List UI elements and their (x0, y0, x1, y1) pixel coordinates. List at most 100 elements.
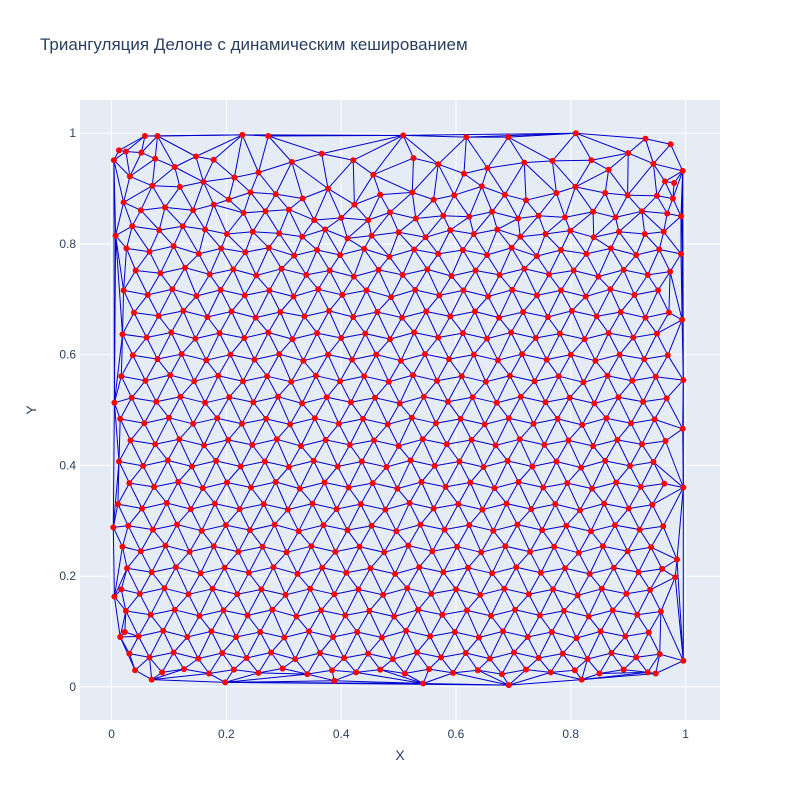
triangulation-edge (349, 444, 363, 462)
triangulation-edge (273, 551, 287, 568)
triangulation-edge (151, 673, 210, 681)
triangulation-edge (388, 360, 402, 383)
triangulation-edge (482, 503, 507, 511)
data-point (178, 351, 185, 358)
triangulation-edge (225, 524, 239, 552)
triangulation-edge (389, 211, 416, 219)
triangulation-edge (580, 445, 594, 468)
triangulation-edge (144, 380, 157, 402)
triangulation-edge (179, 396, 194, 425)
triangulation-edge (150, 614, 164, 632)
triangulation-edge (131, 397, 145, 424)
data-point (463, 607, 470, 614)
triangulation-edge (593, 217, 616, 238)
triangulation-edge (360, 482, 374, 505)
triangulation-edge (171, 332, 196, 340)
data-point (544, 314, 551, 320)
triangulation-edge (128, 636, 139, 654)
data-point (579, 421, 586, 428)
data-point (408, 414, 415, 421)
triangulation-edge (151, 166, 176, 187)
data-point (625, 505, 632, 512)
triangulation-edge (372, 174, 381, 195)
triangulation-edge (425, 295, 440, 312)
triangulation-edge (151, 545, 166, 573)
triangulation-edge (592, 211, 595, 238)
data-point (276, 230, 283, 237)
triangulation-edge (623, 269, 635, 296)
triangulation-edge (390, 296, 403, 318)
data-point (573, 635, 580, 642)
triangulation-edge (455, 588, 481, 596)
triangulation-edge (286, 545, 312, 553)
triangulation-edge (608, 169, 629, 196)
triangulation-edge (538, 215, 546, 235)
triangulation-edge (455, 567, 469, 590)
triangulation-edge (158, 207, 166, 231)
data-point (441, 526, 448, 533)
triangulation-edge (310, 524, 324, 547)
triangulation-edge (387, 403, 401, 425)
data-point (373, 351, 380, 358)
triangulation-edge (315, 375, 341, 382)
triangulation-edge (563, 595, 579, 612)
triangulation-edge (123, 176, 131, 203)
triangulation-edge (636, 653, 660, 658)
triangulation-edge (266, 375, 279, 397)
triangulation-edge (222, 652, 247, 659)
data-point (502, 543, 509, 550)
triangulation-edge (155, 158, 175, 168)
triangulation-edge (334, 551, 347, 574)
triangulation-edge (416, 636, 431, 653)
triangulation-edge (468, 186, 483, 217)
triangulation-edge (268, 247, 282, 270)
data-point (391, 613, 397, 620)
triangulation-edge (592, 211, 616, 218)
triangulation-edge (568, 440, 582, 468)
data-point (447, 227, 454, 234)
data-point (276, 351, 283, 358)
data-point (631, 291, 638, 298)
triangulation-edge (138, 636, 150, 658)
triangulation-edge (569, 211, 594, 231)
triangulation-edge (430, 593, 443, 616)
triangulation-edge (301, 236, 318, 251)
triangulation-edge (149, 251, 161, 274)
triangulation-edge (140, 529, 154, 552)
triangulation-edge (506, 481, 519, 504)
triangulation-edge (559, 310, 573, 334)
data-point (154, 356, 161, 363)
triangulation-edge (338, 423, 351, 446)
triangulation-edge (367, 653, 393, 660)
triangulation-edge (580, 467, 593, 489)
triangulation-edge (644, 233, 660, 250)
triangulation-edge (618, 210, 643, 233)
data-point (334, 463, 341, 470)
triangulation-edge (512, 289, 538, 296)
triangulation-edge (411, 417, 424, 440)
data-point (491, 485, 498, 492)
data-point (323, 394, 330, 401)
triangulation-edge (657, 290, 670, 313)
triangulation-edge (413, 332, 426, 355)
triangulation-edge (265, 418, 278, 440)
data-point (403, 627, 409, 634)
triangulation-edge (250, 487, 265, 505)
triangulation-edge (328, 310, 342, 339)
triangulation-edge (389, 192, 413, 213)
triangulation-edge (424, 353, 450, 360)
data-point (265, 133, 272, 139)
triangulation-edge (591, 482, 617, 490)
data-point (482, 378, 489, 385)
triangulation-edge (400, 332, 415, 361)
triangulation-edge (371, 509, 386, 527)
data-point (299, 233, 306, 240)
triangulation-edge (574, 160, 592, 188)
triangulation-edge (507, 136, 553, 162)
triangulation-edge (503, 588, 516, 611)
triangulation-edge (613, 550, 628, 569)
triangulation-edge (396, 460, 412, 489)
triangulation-edge (268, 268, 282, 291)
triangulation-edge (437, 163, 455, 196)
triangulation-edge (497, 353, 523, 361)
